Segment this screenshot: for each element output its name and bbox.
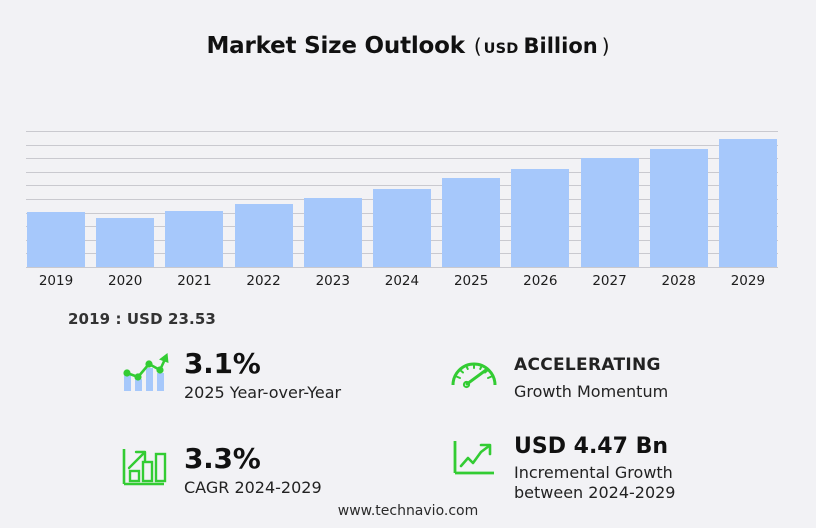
stat-value: 3.1% [184,347,261,380]
stat-year-over-year-text: 3.1% 2025 Year-over-Year [184,350,341,403]
bar-slot [303,131,362,267]
stat-label-line2: between 2024-2029 [514,483,676,503]
bar-slot [165,131,224,267]
source-url: www.technavio.com [337,503,479,519]
stat-cagr-text: 3.3% CAGR 2024-2029 [184,445,322,498]
x-axis-label: 2022 [246,273,281,289]
speedometer-gauge-icon [448,350,500,394]
base-year-value: 2019 : USD 23.53 [68,310,216,328]
title-main-text: Market Size Outlook [206,33,465,59]
bar-slot [96,131,155,267]
chart-bar[interactable] [27,212,85,267]
chart-bar[interactable] [649,149,708,267]
x-axis-label: 2019 [38,273,74,289]
x-axis-label: 2029 [730,273,766,289]
bar-slot [718,131,777,267]
stat-growth-momentum-text: ACCELERATING Growth Momentum [514,350,668,402]
chart-bar[interactable] [442,178,501,267]
bar-slot [27,131,85,267]
stat-incremental-growth: USD 4.47 Bn Incremental Growth between 2… [448,436,675,504]
gridline [26,172,778,173]
bar-chart: 2019 2020 2021 2022 2023 2024 2025 2026 2027 2028… [0,98,816,298]
growth-line-bars-icon [118,350,170,394]
bar-slot [442,131,501,267]
page-title: Market Size Outlook ( USD Billion ) [206,33,609,59]
chart-plot-area [26,131,778,268]
bar-slot [580,131,639,267]
trend-arrow-axis-icon [448,436,500,480]
chart-x-axis: 2019 2020 2021 2022 2023 2024 2025 2026 2027 2028… [26,268,778,294]
bar-slot [234,131,293,267]
x-axis-label: 2026 [523,273,558,289]
title-unit-abbr: USD [483,41,519,57]
stat-incremental-growth-text: USD 4.47 Bn Incremental Growth between 2… [514,436,675,504]
bar-chart-arrow-icon [118,445,170,489]
chart-bar[interactable] [372,189,431,267]
chart-bars [26,131,778,267]
stat-value: USD 4.47 Bn [514,434,668,459]
stat-cagr: 3.3% CAGR 2024-2029 [118,445,322,498]
x-axis-label: 2027 [592,273,627,289]
bar-slot [372,131,431,267]
gridline [26,267,778,268]
bar-slot [511,131,570,267]
stat-label: Growth Momentum [514,381,669,401]
x-axis-label: 2023 [315,273,350,289]
bar-slot [649,131,708,267]
x-axis-label: 2028 [661,273,696,289]
gridline [26,145,778,146]
gridline [26,131,778,132]
chart-bar[interactable] [303,198,362,267]
stats-panel: 3.1% 2025 Year-over-Year [0,340,816,502]
title-unit-word: Billion [523,34,598,58]
chart-bar[interactable] [580,158,639,267]
chart-bar[interactable] [234,204,293,267]
stat-label: CAGR 2024-2029 [184,478,322,497]
gridline [26,185,778,186]
stat-label-line1: Incremental Growth [514,463,673,482]
stat-year-over-year: 3.1% 2025 Year-over-Year [118,350,341,403]
x-axis-label: 2020 [108,273,143,289]
chart-header: Market Size Outlook ( USD Billion ) [0,0,816,98]
x-axis-label: 2021 [177,273,212,289]
title-open-paren: ( [473,34,482,58]
x-axis-label: 2025 [453,273,489,289]
title-close-paren: ) [601,34,610,58]
gridline [26,158,778,159]
chart-bar[interactable] [718,139,777,267]
chart-bar[interactable] [165,211,224,267]
stat-value: 3.3% [184,442,261,475]
stat-growth-momentum: ACCELERATING Growth Momentum [448,350,668,402]
chart-bar[interactable] [96,218,155,267]
stat-value: ACCELERATING [514,355,661,375]
x-axis-label: 2024 [384,273,420,289]
stat-label: 2025 Year-over-Year [184,383,342,402]
chart-bar[interactable] [511,169,570,267]
